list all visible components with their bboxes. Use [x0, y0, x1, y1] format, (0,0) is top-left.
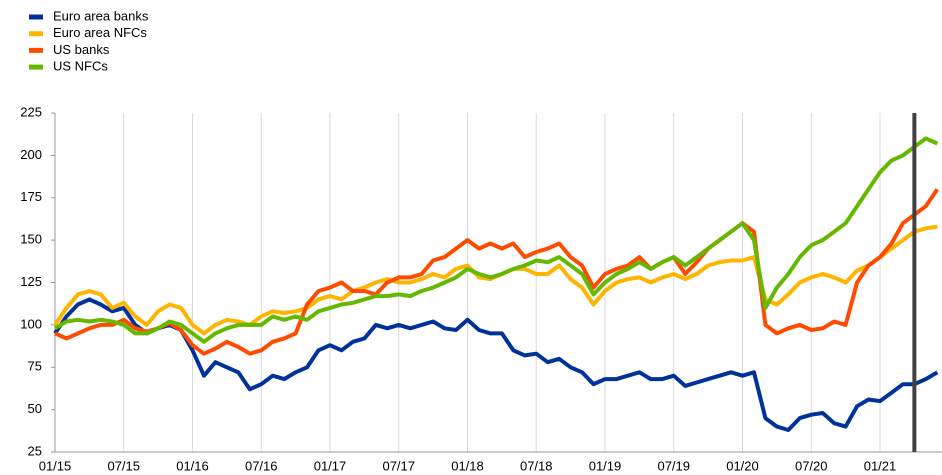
x-tick-label: 01/19 — [589, 458, 622, 473]
legend-label: US banks — [53, 42, 110, 57]
series-line — [54, 188, 939, 356]
x-tick-label: 07/17 — [382, 458, 415, 473]
x-tick-label: 07/19 — [657, 458, 690, 473]
y-tick-label: 225 — [20, 104, 42, 119]
x-tick-label: 01/15 — [39, 458, 72, 473]
legend-label: US NFCs — [53, 59, 108, 74]
y-tick-label: 175 — [20, 189, 42, 204]
x-tick-label: 01/16 — [176, 458, 209, 473]
legend-label: Euro area banks — [53, 8, 149, 23]
y-tick-label: 125 — [20, 274, 42, 289]
x-tick-label: 07/20 — [795, 458, 828, 473]
x-tick-label: 07/16 — [245, 458, 278, 473]
x-tick-label: 01/20 — [726, 458, 759, 473]
y-tick-label: 150 — [20, 232, 42, 247]
y-tick-label: 25 — [28, 443, 42, 458]
x-tick-label: 07/18 — [520, 458, 553, 473]
series-line — [53, 224, 938, 336]
x-tick-label: 07/15 — [107, 458, 140, 473]
series-line — [53, 136, 939, 344]
x-tick-label: 01/18 — [451, 458, 484, 473]
x-tick-label: 01/17 — [314, 458, 347, 473]
legend-label: Euro area NFCs — [53, 25, 147, 40]
y-tick-label: 75 — [28, 359, 42, 374]
y-tick-label: 100 — [20, 316, 42, 331]
x-tick-label: 01/21 — [864, 458, 897, 473]
y-tick-label: 50 — [28, 401, 42, 416]
series-line — [53, 297, 939, 432]
y-tick-label: 200 — [20, 147, 42, 162]
